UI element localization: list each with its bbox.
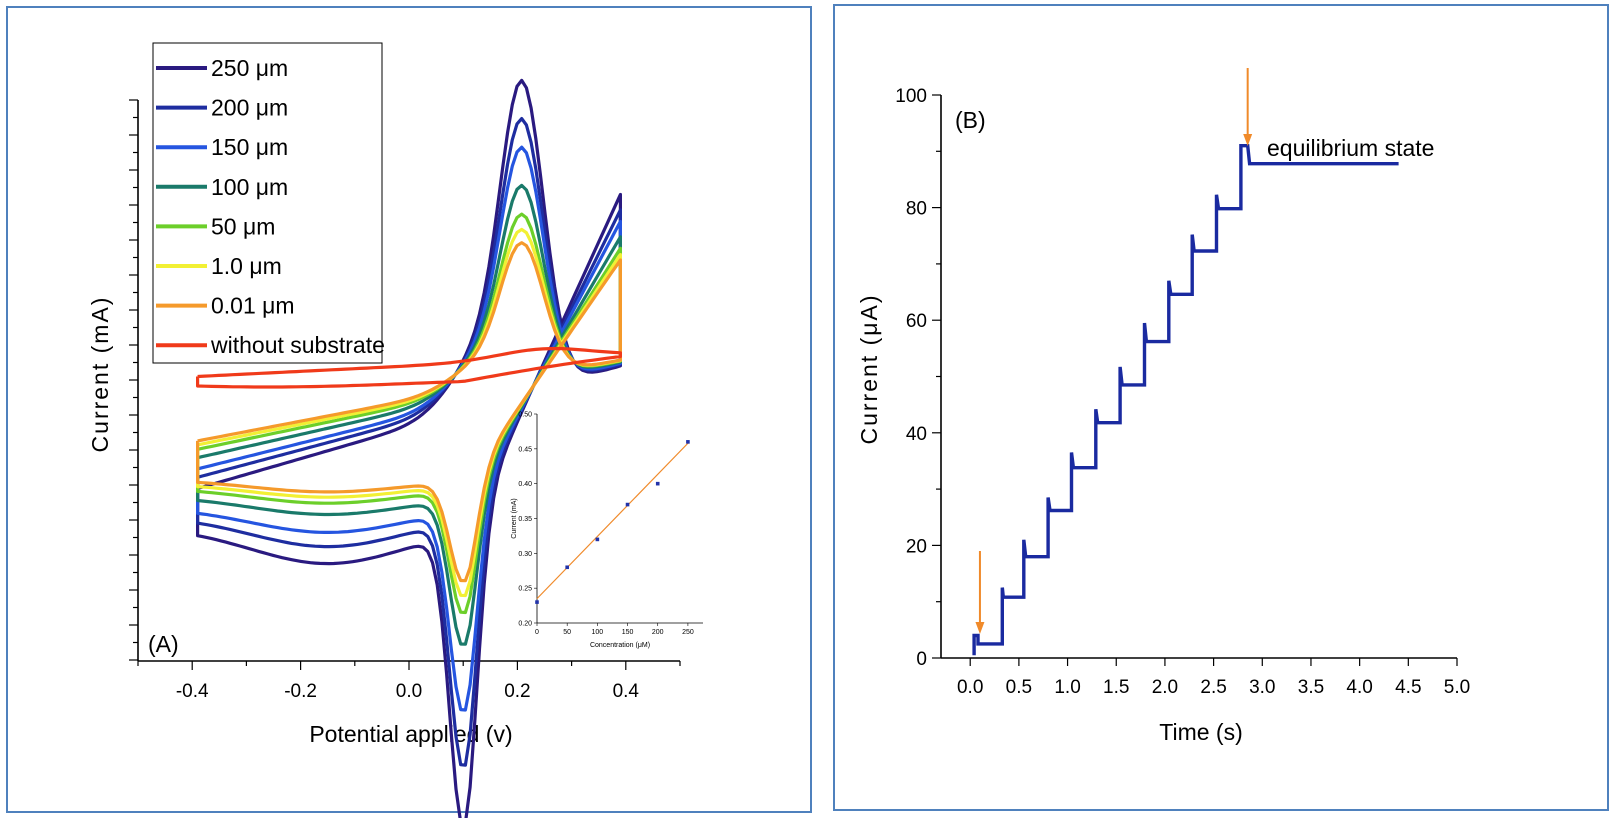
- y-tick-label: 60: [906, 311, 927, 332]
- x-tick-label: 2.5: [1200, 677, 1226, 698]
- amperometric-response-chart: 0.0 0.5 1.0 1.5 2.0 2.5 3.0 3.5 4.0 4.5 5.0 0 20 40 60…: [856, 68, 1470, 745]
- arrow-head: [1243, 134, 1253, 146]
- y-axis-label: Current (μA): [856, 294, 882, 445]
- x-tick-label: -0.4: [176, 681, 209, 702]
- inset-y-tick-label: 0.30: [518, 551, 532, 558]
- legend-label: 1.0 μm: [211, 253, 282, 279]
- inset-y-tick-label: 0.20: [518, 621, 532, 628]
- y-tick-label: 40: [906, 424, 927, 445]
- y-tick-label: 100: [895, 86, 927, 107]
- inset-data-point: [655, 481, 660, 486]
- x-axis-label: Potential applied (v): [309, 721, 512, 747]
- legend-label: 50 μm: [211, 213, 275, 239]
- x-tick-label: 0.4: [613, 681, 640, 702]
- inset-data-point: [686, 440, 690, 444]
- cv-curve-8: [196, 346, 623, 389]
- x-tick-label: 0.2: [504, 681, 530, 702]
- x-tick-label: 4.0: [1346, 677, 1372, 698]
- inset-y-tick-label: 0.40: [518, 481, 532, 488]
- cv-curve-4: [196, 183, 623, 646]
- current-trace: [972, 143, 1399, 656]
- inset-y-axis-label: Current (mA): [511, 498, 518, 538]
- x-tick-label: 0.0: [957, 677, 983, 698]
- x-tick-label: 0.0: [396, 681, 422, 702]
- x-axis-label: Time (s): [1159, 719, 1242, 745]
- panel-a: -0.4 -0.2 0.0 0.2 0.4 Potential applied (v) Cu…: [6, 6, 812, 818]
- y-axis-label: Current (mA): [87, 296, 113, 453]
- legend-label: 100 μm: [211, 174, 288, 200]
- panel-label: (A): [148, 631, 179, 657]
- y-tick-label: 80: [906, 199, 927, 220]
- legend-box: [152, 42, 383, 364]
- x-tick-label: 0.5: [1006, 677, 1032, 698]
- cv-curve-6: [196, 227, 623, 598]
- x-tick-label: 1.5: [1103, 677, 1129, 698]
- inset-data-point: [565, 565, 569, 570]
- x-tick-label: 2.0: [1152, 677, 1178, 698]
- cyclic-voltammogram-chart: -0.4 -0.2 0.0 0.2 0.4 Potential applied (v) Cu…: [87, 42, 703, 818]
- cv-curve-5: [196, 212, 623, 615]
- panel-label: (B): [955, 107, 986, 133]
- inset-x-tick-label: 0: [535, 629, 539, 636]
- legend-label: 200 μm: [211, 95, 288, 121]
- inset-y-tick-label: 0.50: [518, 412, 532, 419]
- inset-fit-line: [536, 442, 689, 600]
- x-tick-label: -0.2: [284, 681, 317, 702]
- inset-x-tick-label: 50: [563, 629, 571, 636]
- inset-data-point: [535, 600, 539, 604]
- inset-data-point: [625, 502, 630, 507]
- x-tick-label: 1.0: [1054, 677, 1080, 698]
- inset-y-tick-label: 0.35: [518, 516, 532, 523]
- inset-x-tick-label: 250: [682, 629, 694, 636]
- inset-x-tick-label: 200: [652, 629, 664, 636]
- cv-curve-1: [196, 78, 623, 818]
- inset-y-tick-label: 0.45: [518, 446, 532, 453]
- x-tick-label: 3.0: [1249, 677, 1275, 698]
- legend-label: 250 μm: [211, 55, 288, 81]
- inset-x-tick-label: 150: [622, 629, 634, 636]
- cv-curve-7: [196, 241, 623, 583]
- y-tick-label: 0: [916, 649, 927, 670]
- cv-curve-2: [196, 116, 623, 767]
- legend-label: without substrate: [210, 332, 385, 358]
- panel-b: 0.0 0.5 1.0 1.5 2.0 2.5 3.0 3.5 4.0 4.5 5.0 0 20 40 60…: [833, 4, 1609, 811]
- cv-curve-3: [196, 145, 623, 712]
- inset-data-point: [595, 537, 600, 542]
- legend-label: 0.01 μm: [211, 293, 295, 319]
- inset-x-tick-label: 100: [592, 629, 604, 636]
- y-tick-label: 20: [906, 536, 927, 557]
- x-tick-label: 3.5: [1298, 677, 1324, 698]
- x-tick-label: 5.0: [1444, 677, 1470, 698]
- annotation-equilibrium-state: equilibrium state: [1267, 135, 1434, 161]
- x-tick-label: 4.5: [1395, 677, 1421, 698]
- legend-label: 150 μm: [211, 134, 288, 160]
- inset-y-tick-label: 0.25: [518, 586, 532, 593]
- inset-x-axis-label: Concentration (μM): [590, 642, 650, 649]
- arrow-head: [975, 622, 985, 634]
